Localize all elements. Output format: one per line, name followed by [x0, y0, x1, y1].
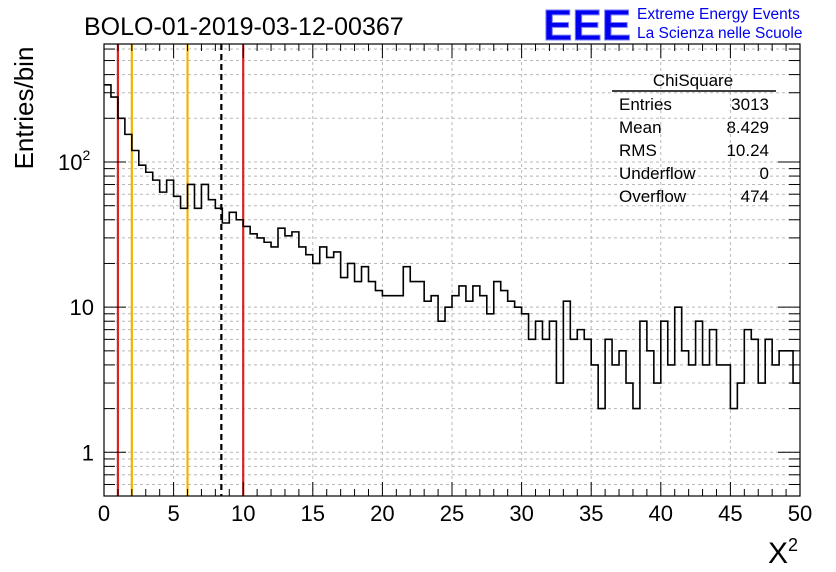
x-axis-label-base: X	[768, 537, 788, 570]
x-tick-label: 5	[167, 501, 179, 526]
x-tick-label: 10	[231, 501, 255, 526]
stats-box: ChiSquare Entries 3013 Mean 8.429 RMS 10.24 Un…	[612, 71, 776, 206]
grid	[104, 44, 800, 497]
y-tick-label: 1	[82, 440, 94, 465]
x-tick-labels: 0 5 10 15 20 25 30 35 40 45 50	[98, 501, 812, 526]
logo-line-1: Extreme Energy Events	[637, 6, 800, 23]
x-tick-label: 35	[579, 501, 603, 526]
stats-row-label: Mean	[619, 118, 662, 137]
x-tick-label: 45	[718, 501, 742, 526]
marker-lines	[116, 44, 245, 496]
eee-logo: EEE Extreme Energy Events La Scienza nel…	[543, 1, 803, 51]
eee-logo-mark: EEE	[543, 1, 631, 50]
stats-box-title: ChiSquare	[653, 71, 733, 90]
x-tick-label: 25	[440, 501, 464, 526]
x-axis-label-superscript: 2	[788, 535, 798, 555]
stats-row-value: 10.24	[726, 141, 769, 160]
y-tick-label: 102	[58, 147, 90, 175]
x-tick-label: 0	[98, 501, 110, 526]
logo-line-2: La Scienza nelle Scuole	[637, 25, 802, 42]
stats-row-label: RMS	[619, 141, 657, 160]
x-tick-label: 20	[370, 501, 394, 526]
run-title: BOLO-01-2019-03-12-00367	[84, 13, 404, 41]
stats-row-value: 0	[760, 164, 769, 183]
y-tick-label-base: 10	[58, 150, 82, 175]
stats-row-label: Underflow	[619, 164, 696, 183]
stats-row-value: 3013	[731, 95, 769, 114]
x-axis-label: X2	[768, 535, 798, 570]
y-tick-label-superscript: 2	[82, 147, 90, 163]
x-tick-label: 50	[788, 501, 812, 526]
y-axis-label: Entries/bin	[9, 47, 39, 170]
y-tick-label: 10	[70, 295, 94, 320]
x-tick-label: 30	[509, 501, 533, 526]
x-tick-label: 40	[649, 501, 673, 526]
stats-row-value: 8.429	[726, 118, 769, 137]
stats-row-label: Overflow	[619, 187, 687, 206]
axis-ticks	[103, 44, 801, 497]
stats-row-label: Entries	[619, 95, 672, 114]
x-tick-label: 15	[301, 501, 325, 526]
stats-row-value: 474	[741, 187, 769, 206]
histogram-step-line	[104, 84, 800, 410]
